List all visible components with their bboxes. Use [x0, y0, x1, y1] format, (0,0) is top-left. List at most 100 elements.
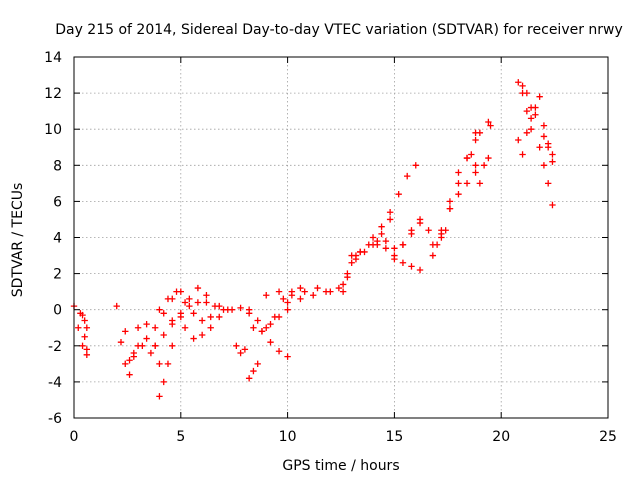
data-point [378, 230, 385, 238]
data-point [348, 259, 355, 266]
data-point [472, 136, 479, 144]
chart-title: Day 215 of 2014, Sidereal Day-to-day VTE… [55, 22, 623, 38]
data-point [527, 126, 535, 133]
data-point [374, 241, 381, 248]
data-point [446, 205, 454, 212]
data-point [117, 338, 125, 346]
data-point [228, 306, 236, 313]
series-tr10 [181, 313, 223, 342]
data-point [382, 237, 390, 245]
data-point [250, 324, 257, 331]
data-point [207, 313, 214, 321]
series-tr11 [169, 299, 253, 324]
data-point [83, 324, 91, 331]
y-tick-label: -2 [48, 339, 62, 355]
data-point [386, 216, 394, 223]
series-tr13 [245, 360, 261, 382]
series-tr24 [391, 216, 424, 263]
data-point [425, 227, 432, 234]
series-tr32 [515, 79, 535, 133]
data-point [284, 353, 291, 360]
data-point [220, 306, 227, 313]
series-tr26 [429, 129, 479, 248]
data-point [480, 162, 488, 169]
data-point [527, 104, 535, 111]
data-point [519, 151, 526, 158]
data-point [156, 393, 163, 400]
data-point [463, 180, 471, 187]
data-point [310, 292, 317, 299]
data-point [455, 190, 462, 198]
data-point [476, 180, 484, 187]
data-point [160, 310, 167, 317]
data-point [485, 154, 492, 162]
series-tr22 [369, 162, 419, 241]
data-point [190, 335, 197, 342]
data-point [472, 162, 479, 169]
data-point [523, 89, 531, 97]
data-point [173, 288, 180, 295]
data-point [408, 263, 415, 270]
data-point [429, 252, 437, 259]
data-point [536, 93, 543, 100]
y-axis-label: SDTVAR / TECUs [10, 183, 26, 298]
data-point [391, 245, 398, 252]
data-point [258, 328, 266, 335]
data-point [254, 360, 261, 368]
data-point [549, 151, 556, 158]
data-point [186, 302, 193, 310]
y-tick-label: -4 [48, 375, 62, 391]
data-point [151, 342, 159, 349]
data-point [267, 338, 274, 346]
data-point [284, 306, 291, 313]
data-point [169, 342, 176, 349]
y-tick-label: 4 [53, 231, 62, 247]
data-point [263, 324, 270, 331]
data-point [544, 180, 552, 187]
y-tick-label: 0 [53, 303, 62, 319]
series-tr04 [113, 302, 163, 368]
data-point [540, 133, 548, 140]
data-point [352, 255, 360, 263]
data-points [70, 79, 556, 400]
series-tr21 [348, 237, 424, 274]
series-tr30 [480, 154, 492, 169]
data-point [485, 118, 492, 126]
data-point [365, 241, 372, 248]
series-tr35 [536, 93, 556, 165]
data-point [160, 378, 167, 386]
data-point [275, 348, 283, 355]
series-tr03 [79, 311, 91, 331]
data-point [416, 216, 424, 223]
data-point [275, 288, 283, 295]
series-tr08 [151, 342, 176, 400]
data-point [245, 306, 253, 313]
data-point [515, 136, 522, 144]
data-point [267, 320, 274, 328]
y-tick-label: 2 [53, 267, 62, 283]
data-point [335, 284, 343, 292]
data-point [181, 324, 189, 331]
data-point [348, 252, 355, 259]
data-point [339, 288, 347, 295]
data-point [523, 107, 531, 115]
data-point [134, 342, 142, 349]
data-point [122, 360, 129, 368]
data-point [126, 371, 133, 378]
data-point [83, 346, 91, 353]
data-point [113, 302, 120, 310]
data-point [455, 180, 462, 187]
series-tr34 [519, 82, 539, 118]
data-point [203, 292, 210, 299]
data-point [527, 115, 535, 122]
data-point [194, 284, 202, 292]
data-point [233, 342, 240, 349]
data-point [143, 320, 150, 328]
series-tr16 [258, 328, 291, 360]
data-point [241, 346, 249, 353]
series-tr12 [233, 342, 249, 357]
data-point [237, 304, 244, 312]
data-point [378, 223, 385, 230]
data-point [540, 122, 548, 129]
